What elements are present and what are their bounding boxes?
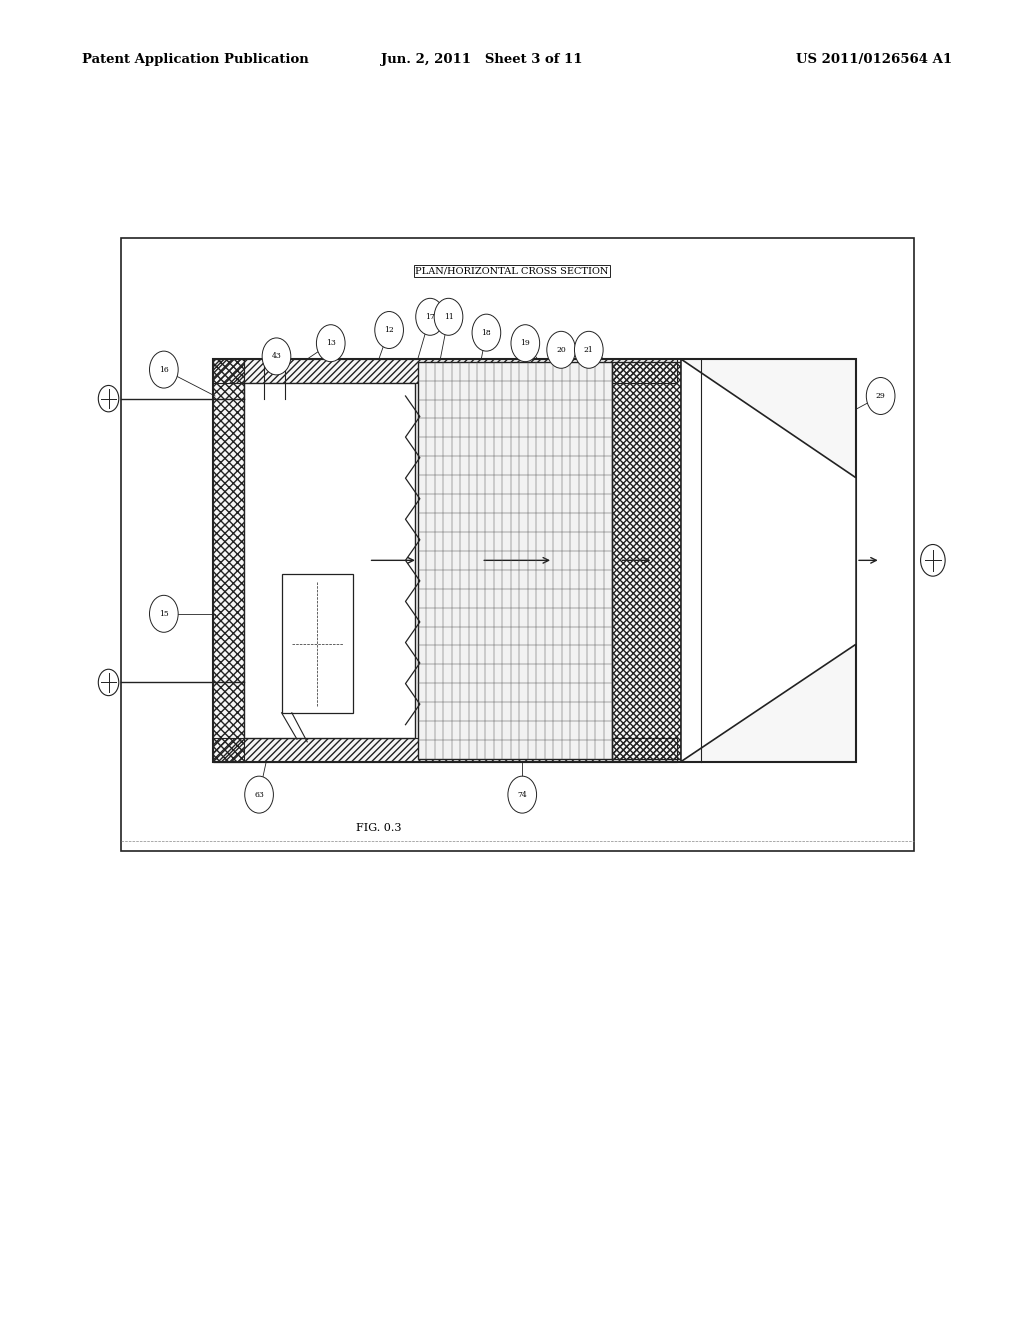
Circle shape [434,298,463,335]
Text: US 2011/0126564 A1: US 2011/0126564 A1 [797,53,952,66]
Text: Patent Application Publication: Patent Application Publication [82,53,308,66]
Circle shape [511,325,540,362]
Bar [213,359,856,762]
Bar [418,362,612,759]
Text: 63: 63 [254,791,264,799]
Polygon shape [681,359,856,762]
Text: 19: 19 [520,339,530,347]
Circle shape [866,378,895,414]
Circle shape [508,776,537,813]
Bar [213,359,677,383]
Text: 16: 16 [159,366,169,374]
Text: 29: 29 [876,392,886,400]
Bar [213,359,244,762]
Circle shape [547,331,575,368]
Text: 13: 13 [326,339,336,347]
Circle shape [98,669,119,696]
Bar [612,362,681,759]
Text: 43: 43 [271,352,282,360]
Bar [282,574,353,713]
Circle shape [316,325,345,362]
Circle shape [262,338,291,375]
Text: 17: 17 [425,313,435,321]
Bar [213,738,677,762]
Circle shape [245,776,273,813]
Text: 11: 11 [443,313,454,321]
Circle shape [921,544,945,577]
Text: 15: 15 [159,610,169,618]
Circle shape [472,314,501,351]
Text: 20: 20 [556,346,566,354]
Text: Jun. 2, 2011   Sheet 3 of 11: Jun. 2, 2011 Sheet 3 of 11 [381,53,582,66]
Text: 74: 74 [517,791,527,799]
Circle shape [150,351,178,388]
Circle shape [416,298,444,335]
Text: 12: 12 [384,326,394,334]
Text: FIG. 0.3: FIG. 0.3 [356,822,401,833]
Text: PLAN/HORIZONTAL CROSS SECTION: PLAN/HORIZONTAL CROSS SECTION [416,267,608,275]
Circle shape [375,312,403,348]
Text: 18: 18 [481,329,492,337]
Bar [244,383,415,738]
Circle shape [98,385,119,412]
Circle shape [574,331,603,368]
Text: 21: 21 [584,346,594,354]
Circle shape [150,595,178,632]
Bar [121,238,914,851]
